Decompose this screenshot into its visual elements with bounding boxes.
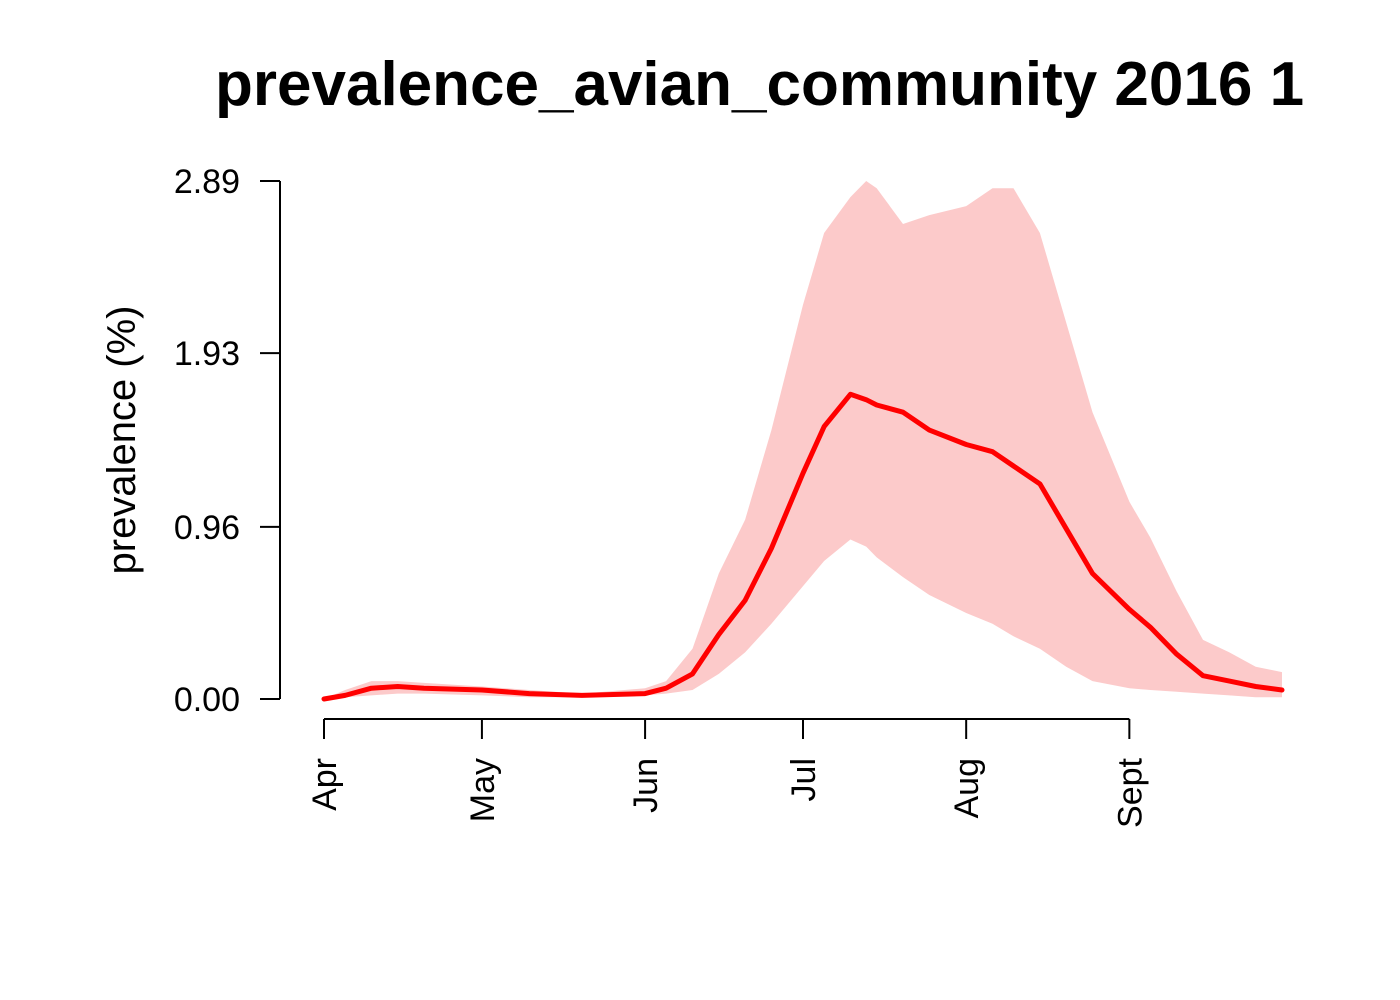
x-tick-label: Jun — [627, 758, 665, 813]
y-tick-label: 0.00 — [174, 681, 240, 719]
y-tick-label: 0.96 — [174, 509, 240, 547]
x-tick-label: Jul — [785, 758, 823, 801]
mean-line — [321, 391, 1285, 702]
x-tick-label: Aug — [948, 758, 986, 819]
x-tick-label: Apr — [306, 758, 344, 811]
x-tick-label: Sept — [1111, 757, 1149, 827]
y-tick-label: 1.93 — [174, 335, 240, 373]
y-axis-label: prevalence (%) — [100, 305, 144, 574]
confidence-band — [324, 181, 1282, 699]
chart-title: prevalence_avian_community 2016 1 — [215, 50, 1304, 119]
x-tick-label: May — [464, 758, 502, 822]
y-tick-label: 2.89 — [174, 163, 240, 201]
